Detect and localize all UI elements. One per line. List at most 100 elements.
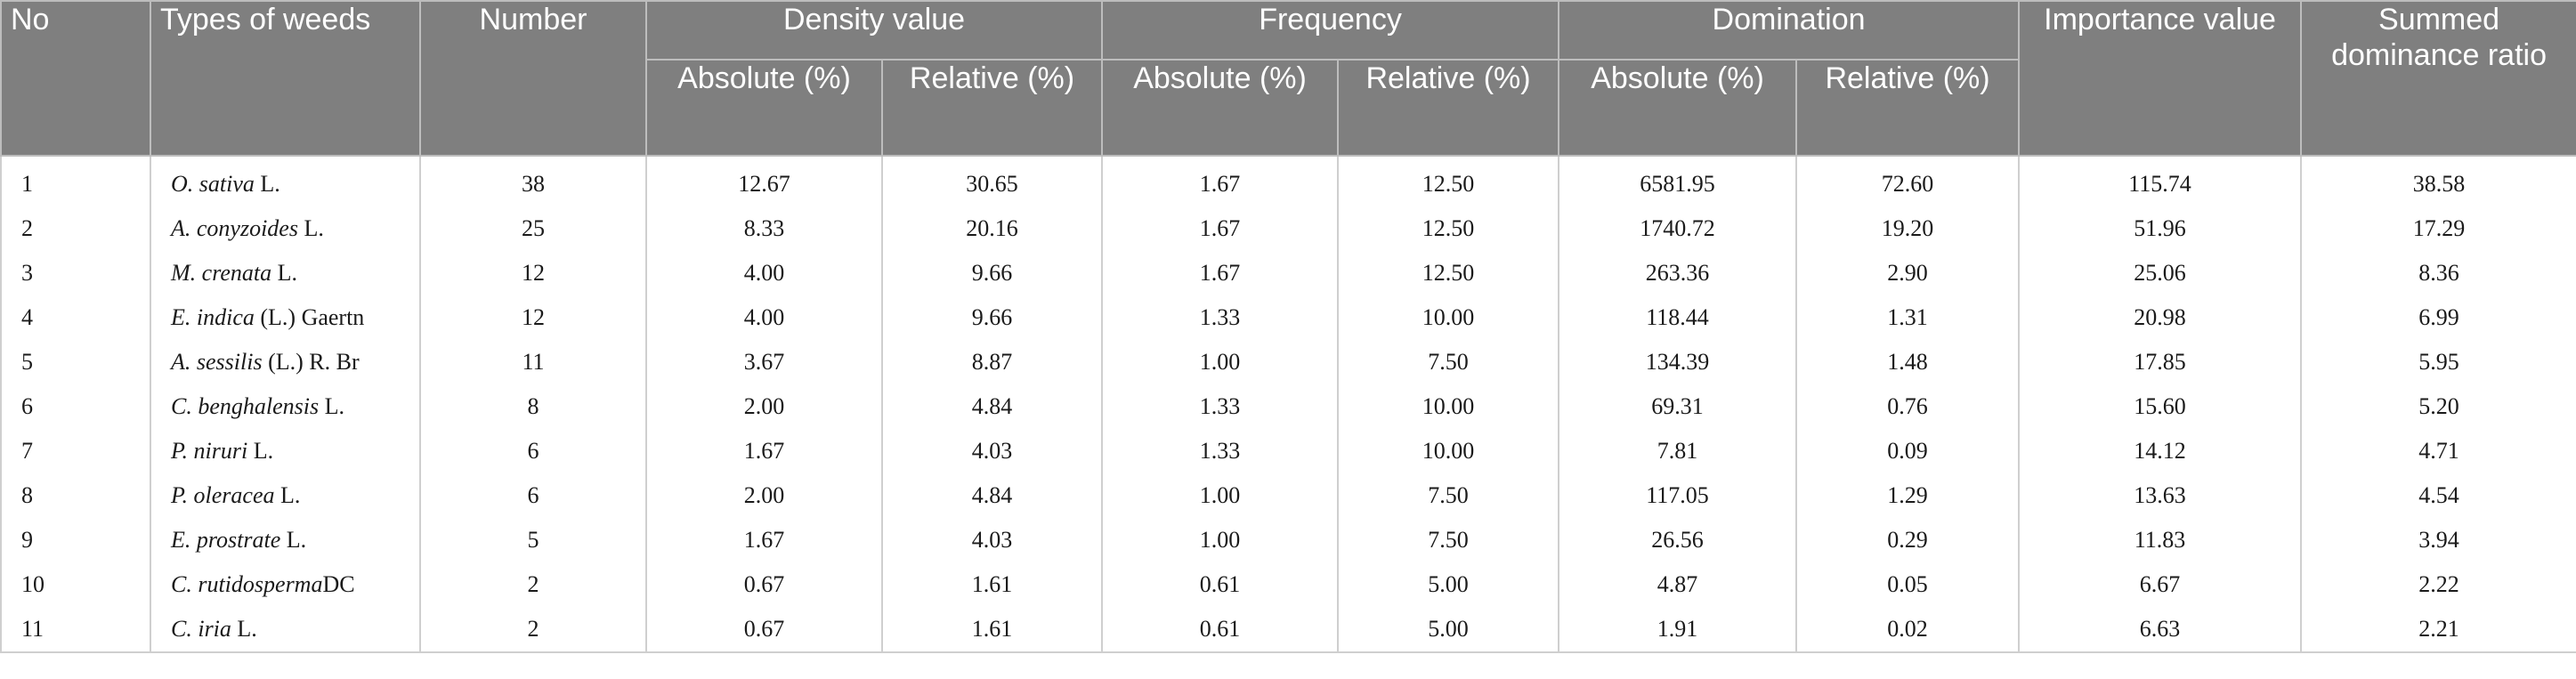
table-row: 4 E. indica (L.) Gaertn 12 4.00 9.66 1.3… (0, 295, 2576, 340)
cell-density-relative: 9.66 (880, 295, 1104, 340)
cell-density-relative: 9.66 (880, 251, 1104, 295)
cell-frequency-relative: 12.50 (1337, 206, 1560, 251)
cell-density-relative: 20.16 (880, 206, 1104, 251)
cell-density-relative: 30.65 (880, 156, 1104, 206)
cell-no: 1 (0, 156, 151, 206)
header-summed-dominance-ratio: Summed dominance ratio (2300, 0, 2576, 157)
species-name: A. sessilis (171, 349, 263, 375)
cell-frequency-relative: 10.00 (1337, 295, 1560, 340)
cell-frequency-absolute: 1.67 (1101, 156, 1340, 206)
cell-density-relative: 4.84 (880, 384, 1104, 429)
cell-frequency-absolute: 1.67 (1101, 206, 1340, 251)
cell-frequency-absolute: 1.00 (1101, 473, 1340, 518)
cell-no: 9 (0, 518, 151, 562)
cell-summed-dominance-ratio: 8.36 (2300, 251, 2576, 295)
species-author: L. (231, 616, 257, 642)
cell-importance-value: 25.06 (2018, 251, 2303, 295)
header-domination-relative: Relative (%) (1795, 59, 2021, 157)
cell-frequency-relative: 7.50 (1337, 340, 1560, 384)
cell-frequency-absolute: 1.33 (1101, 384, 1340, 429)
table-row: 8 P. oleracea L. 6 2.00 4.84 1.00 7.50 1… (0, 473, 2576, 518)
cell-no: 3 (0, 251, 151, 295)
species-name: P. oleracea (171, 482, 275, 508)
cell-frequency-absolute: 1.67 (1101, 251, 1340, 295)
cell-density-absolute: 3.67 (645, 340, 883, 384)
cell-frequency-relative: 7.50 (1337, 518, 1560, 562)
cell-summed-dominance-ratio: 2.21 (2300, 607, 2576, 653)
cell-summed-dominance-ratio: 2.22 (2300, 562, 2576, 607)
cell-weed: P. oleracea L. (150, 473, 421, 518)
cell-domination-absolute: 263.36 (1558, 251, 1798, 295)
header-density-relative: Relative (%) (880, 59, 1104, 157)
species-author: L. (254, 171, 280, 197)
cell-domination-absolute: 69.31 (1558, 384, 1798, 429)
cell-no: 7 (0, 429, 151, 473)
cell-number: 12 (419, 251, 647, 295)
cell-density-absolute: 1.67 (645, 429, 883, 473)
table-row: 3 M. crenata L. 12 4.00 9.66 1.67 12.50 … (0, 251, 2576, 295)
table-row: 6 C. benghalensis L. 8 2.00 4.84 1.33 10… (0, 384, 2576, 429)
cell-number: 2 (419, 562, 647, 607)
species-name: P. niruri (171, 438, 248, 464)
cell-density-absolute: 2.00 (645, 384, 883, 429)
cell-domination-relative: 0.76 (1795, 384, 2021, 429)
cell-domination-relative: 2.90 (1795, 251, 2021, 295)
species-name: C. rutidosperma (171, 571, 323, 597)
cell-density-absolute: 2.00 (645, 473, 883, 518)
cell-domination-relative: 0.05 (1795, 562, 2021, 607)
cell-summed-dominance-ratio: 4.54 (2300, 473, 2576, 518)
cell-number: 5 (419, 518, 647, 562)
cell-domination-absolute: 6581.95 (1558, 156, 1798, 206)
species-name: M. crenata (171, 260, 272, 286)
header-density-value: Density value (644, 0, 1104, 61)
cell-domination-relative: 1.29 (1795, 473, 2021, 518)
species-name: C. benghalensis (171, 393, 320, 419)
cell-importance-value: 15.60 (2018, 384, 2303, 429)
cell-importance-value: 51.96 (2018, 206, 2303, 251)
cell-summed-dominance-ratio: 17.29 (2300, 206, 2576, 251)
species-author: (L.) R. Br (262, 349, 360, 375)
header-types-of-weeds: Types of weeds (150, 0, 421, 157)
header-importance-value: Importance value (2018, 0, 2303, 157)
cell-frequency-absolute: 1.33 (1101, 429, 1340, 473)
cell-domination-relative: 0.29 (1795, 518, 2021, 562)
cell-summed-dominance-ratio: 3.94 (2300, 518, 2576, 562)
weed-analysis-table: No Types of weeds Number Density value F… (0, 0, 2576, 653)
cell-frequency-absolute: 1.00 (1101, 340, 1340, 384)
cell-density-relative: 1.61 (880, 607, 1104, 653)
cell-domination-relative: 0.02 (1795, 607, 2021, 653)
header-row-sub: Absolute (%) Relative (%) Absolute (%) R… (1, 59, 2576, 157)
header-no: No (0, 0, 151, 157)
cell-no: 4 (0, 295, 151, 340)
species-name: O. sativa (171, 171, 255, 197)
cell-weed: P. niruri L. (150, 429, 421, 473)
cell-no: 10 (0, 562, 151, 607)
cell-domination-relative: 1.31 (1795, 295, 2021, 340)
cell-domination-relative: 19.20 (1795, 206, 2021, 251)
cell-domination-absolute: 118.44 (1558, 295, 1798, 340)
cell-weed: A. sessilis (L.) R. Br (150, 340, 421, 384)
cell-importance-value: 6.67 (2018, 562, 2303, 607)
cell-density-relative: 4.84 (880, 473, 1104, 518)
table-row: 5 A. sessilis (L.) R. Br 11 3.67 8.87 1.… (0, 340, 2576, 384)
cell-importance-value: 14.12 (2018, 429, 2303, 473)
header-number: Number (419, 0, 647, 157)
cell-number: 11 (419, 340, 647, 384)
cell-frequency-relative: 12.50 (1337, 156, 1560, 206)
table-row: 2 A. conyzoides L. 25 8.33 20.16 1.67 12… (0, 206, 2576, 251)
cell-summed-dominance-ratio: 5.95 (2300, 340, 2576, 384)
cell-number: 25 (419, 206, 647, 251)
cell-density-absolute: 4.00 (645, 251, 883, 295)
species-name: E. indica (171, 304, 255, 330)
cell-density-relative: 4.03 (880, 429, 1104, 473)
cell-summed-dominance-ratio: 6.99 (2300, 295, 2576, 340)
cell-domination-relative: 72.60 (1795, 156, 2021, 206)
table-row: 1 O. sativa L. 38 12.67 30.65 1.67 12.50… (0, 156, 2576, 206)
cell-frequency-relative: 5.00 (1337, 607, 1560, 653)
cell-weed: C. benghalensis L. (150, 384, 421, 429)
species-author: L. (271, 260, 298, 286)
table-row: 11 C. iria L. 2 0.67 1.61 0.61 5.00 1.91… (0, 607, 2576, 653)
cell-weed: E. indica (L.) Gaertn (150, 295, 421, 340)
header-frequency-absolute: Absolute (%) (1101, 59, 1340, 157)
species-author: (L.) Gaertn (254, 304, 365, 330)
